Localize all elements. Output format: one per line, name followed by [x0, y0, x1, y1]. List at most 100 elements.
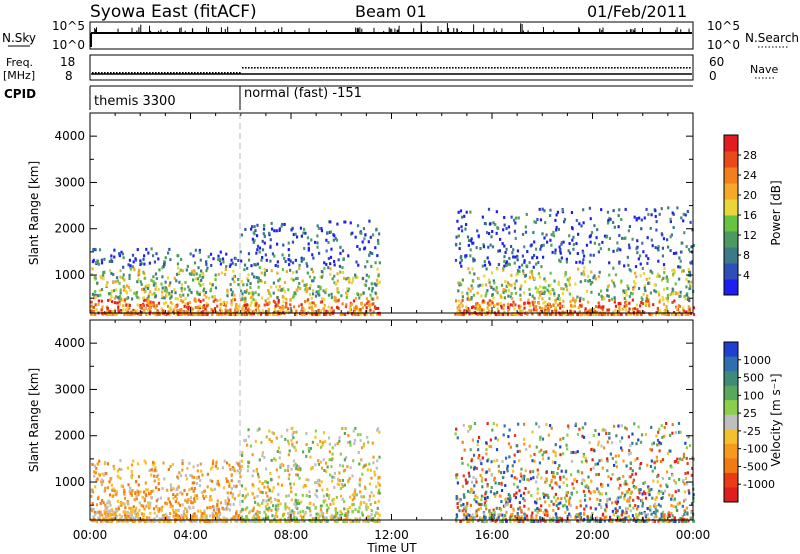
echo-point [110, 254, 113, 258]
echo-point [468, 298, 471, 302]
echo-point [312, 279, 315, 283]
echo-point [610, 297, 614, 301]
echo-point [619, 281, 623, 285]
echo-point [509, 497, 512, 501]
echo-point [152, 460, 155, 464]
echo-point [221, 312, 224, 316]
echo-point [307, 478, 310, 482]
echo-point [540, 448, 543, 452]
echo-point [546, 312, 549, 316]
echo-point [311, 519, 314, 523]
echo-point [365, 301, 369, 305]
echo-point [348, 278, 351, 282]
echo-point [469, 248, 472, 252]
echo-point [295, 517, 298, 521]
echo-point [588, 235, 591, 239]
echo-point [376, 312, 379, 316]
echo-point [291, 442, 294, 446]
echo-point [147, 295, 150, 299]
echo-point [180, 513, 183, 517]
echo-point [134, 492, 137, 496]
echo-point [211, 517, 214, 521]
echo-point [658, 489, 661, 493]
echo-point [674, 305, 678, 309]
echo-point [369, 251, 372, 255]
freq-dot [356, 67, 358, 69]
echo-point [328, 473, 332, 477]
echo-point [658, 449, 661, 453]
echo-point [647, 298, 650, 302]
echo-point [187, 498, 190, 502]
echo-point [133, 517, 137, 521]
freq-dot [257, 67, 259, 69]
echo-point [684, 312, 687, 316]
echo-point [618, 306, 621, 310]
echo-point [224, 304, 228, 308]
freq-label-1: Freq. [6, 56, 33, 69]
echo-point [214, 286, 218, 290]
echo-point [374, 291, 377, 295]
echo-point [681, 458, 684, 462]
echo-point [128, 273, 131, 277]
echo-point [208, 498, 211, 502]
echo-point [132, 260, 135, 264]
echo-point [628, 246, 631, 250]
echo-point [218, 509, 221, 513]
echo-point [575, 242, 578, 246]
echo-point [261, 482, 264, 486]
echo-point [92, 312, 95, 316]
echo-point [93, 510, 97, 514]
echo-point [317, 459, 320, 463]
echo-point [294, 519, 297, 523]
echo-point [246, 469, 250, 473]
echo-point [571, 305, 574, 309]
echo-point [255, 305, 259, 309]
echo-point [687, 489, 690, 493]
echo-point [136, 309, 139, 313]
echo-point [302, 509, 305, 513]
echo-point [567, 249, 570, 253]
freq-dot [185, 72, 187, 74]
echo-point [623, 482, 626, 486]
echo-point [155, 284, 158, 288]
echo-point [663, 287, 666, 291]
echo-point [323, 266, 326, 270]
echo-point [175, 312, 179, 316]
echo-point [310, 305, 313, 309]
echo-point [358, 477, 362, 481]
echo-point [229, 517, 233, 521]
echo-point [336, 222, 339, 226]
echo-point [366, 514, 370, 518]
echo-point [108, 310, 111, 314]
echo-point [277, 499, 280, 503]
echo-point [507, 262, 510, 266]
echo-point [347, 434, 350, 438]
echo-point [233, 293, 236, 297]
echo-point [342, 257, 345, 261]
echo-point [325, 493, 329, 497]
echo-point [226, 507, 229, 511]
echo-point [277, 446, 280, 450]
echo-point [487, 245, 490, 249]
echo-point [488, 262, 492, 266]
echo-point [307, 246, 310, 250]
echo-point [339, 270, 342, 274]
echo-point [204, 290, 208, 294]
freq-dot [440, 67, 442, 69]
echo-point [140, 306, 143, 310]
echo-point [196, 305, 200, 309]
echo-point [97, 302, 100, 306]
freq-dot [122, 72, 124, 74]
echo-point [607, 218, 610, 222]
echo-point [536, 290, 539, 294]
freq-dot [491, 67, 493, 69]
echo-point [315, 480, 318, 484]
echo-point [103, 489, 106, 493]
freq-dot [179, 72, 181, 74]
echo-point [574, 282, 577, 286]
echo-point [318, 519, 321, 523]
echo-point [261, 501, 264, 505]
echo-point [288, 473, 291, 477]
echo-point [192, 505, 195, 509]
echo-point [109, 517, 112, 521]
